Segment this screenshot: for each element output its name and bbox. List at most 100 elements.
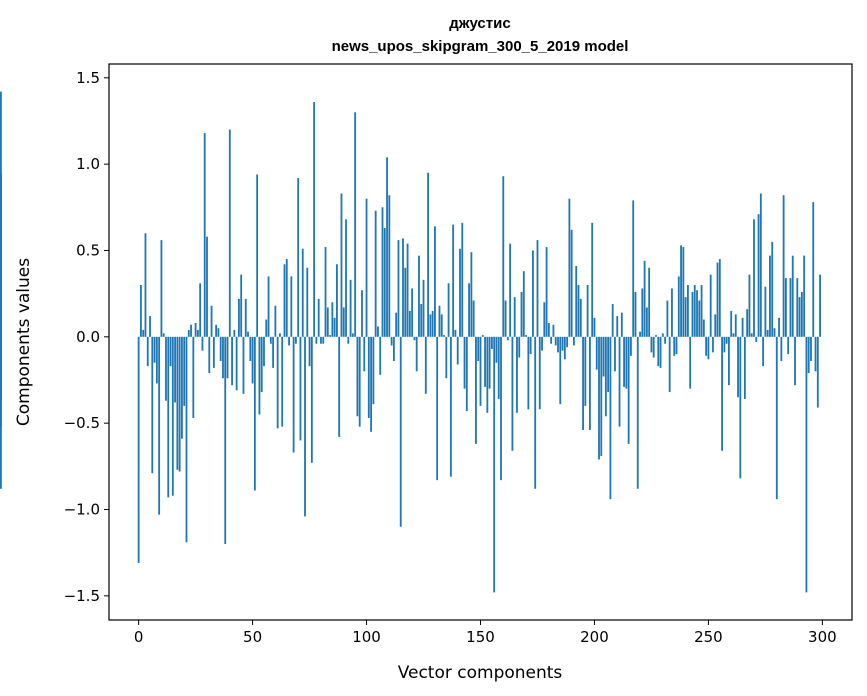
bar xyxy=(762,336,765,367)
bar xyxy=(260,336,263,393)
bar xyxy=(570,229,573,337)
bar xyxy=(472,300,475,337)
bar xyxy=(395,312,398,337)
bar xyxy=(602,336,605,377)
bar xyxy=(509,243,512,337)
bar xyxy=(217,328,220,337)
bar xyxy=(611,304,614,337)
bar xyxy=(190,324,192,337)
bar xyxy=(557,336,559,353)
bar xyxy=(668,336,671,393)
bar xyxy=(723,336,726,353)
bar xyxy=(636,336,639,489)
bar xyxy=(620,312,623,337)
x-tick-label: 150 xyxy=(466,628,495,646)
x-tick-label: 200 xyxy=(580,628,609,646)
bar xyxy=(231,336,233,386)
bar xyxy=(682,247,685,337)
bar xyxy=(746,309,749,337)
bar xyxy=(340,193,343,337)
bar xyxy=(228,129,231,337)
bar xyxy=(272,336,275,368)
bar xyxy=(429,314,432,337)
bar xyxy=(598,336,600,460)
x-axis-ticks: 0 50 100 150 200 250 300 xyxy=(134,620,837,646)
y-tick-label: 1.0 xyxy=(76,155,100,173)
bar xyxy=(363,336,366,372)
chart-subtitle: news_upos_skipgram_300_5_2019 model xyxy=(332,38,629,55)
bar xyxy=(192,336,195,418)
bar xyxy=(203,133,206,337)
bar xyxy=(140,285,142,337)
bar xyxy=(196,329,199,337)
bar xyxy=(294,336,297,344)
bar xyxy=(329,335,331,337)
bar xyxy=(242,336,245,394)
bar xyxy=(279,333,281,337)
bar xyxy=(149,316,151,337)
bar xyxy=(534,336,537,489)
bar xyxy=(178,336,181,472)
bar xyxy=(750,333,753,337)
bar xyxy=(757,214,760,337)
bar xyxy=(686,285,689,337)
bar xyxy=(516,336,518,413)
bar xyxy=(174,336,176,403)
bar xyxy=(443,335,445,337)
bar xyxy=(297,177,300,337)
bar xyxy=(383,228,386,337)
bar xyxy=(408,310,411,337)
bar xyxy=(144,233,147,337)
bar xyxy=(269,336,272,344)
bar xyxy=(310,336,313,463)
bar xyxy=(769,255,771,337)
bar xyxy=(367,336,370,418)
x-tick-label: 250 xyxy=(694,628,723,646)
bar xyxy=(481,335,484,337)
bar xyxy=(700,285,703,337)
bar xyxy=(718,259,721,337)
bar xyxy=(155,336,158,384)
bar xyxy=(753,219,755,337)
bar xyxy=(265,319,268,337)
bar xyxy=(725,336,728,344)
bar xyxy=(247,331,249,337)
bar xyxy=(169,336,172,367)
bar xyxy=(342,307,345,337)
bar xyxy=(249,336,252,361)
bar xyxy=(791,255,794,337)
bar xyxy=(324,247,327,337)
bar xyxy=(397,240,400,337)
bar xyxy=(582,336,584,431)
bar xyxy=(459,248,461,337)
bar xyxy=(732,333,735,337)
bar xyxy=(171,336,174,496)
bar xyxy=(730,310,733,337)
bar xyxy=(573,336,575,346)
bar xyxy=(160,240,163,337)
bar xyxy=(500,336,502,481)
bar xyxy=(739,336,742,479)
bar xyxy=(404,267,407,337)
bar xyxy=(438,305,441,337)
bar xyxy=(301,248,304,337)
bar xyxy=(511,336,514,451)
bar xyxy=(434,226,436,337)
bar xyxy=(554,336,557,346)
bar xyxy=(475,336,477,444)
bar xyxy=(661,333,664,337)
bar xyxy=(641,288,644,337)
bar xyxy=(789,278,792,337)
bar xyxy=(468,283,471,337)
bar xyxy=(689,336,692,389)
bar xyxy=(800,291,803,337)
bar xyxy=(787,336,790,355)
bar xyxy=(390,336,393,346)
bar xyxy=(370,336,373,432)
bar xyxy=(158,336,161,515)
bar xyxy=(181,336,183,439)
bar xyxy=(529,336,532,355)
bar xyxy=(737,336,739,398)
bar xyxy=(588,336,591,431)
bar xyxy=(495,336,498,363)
